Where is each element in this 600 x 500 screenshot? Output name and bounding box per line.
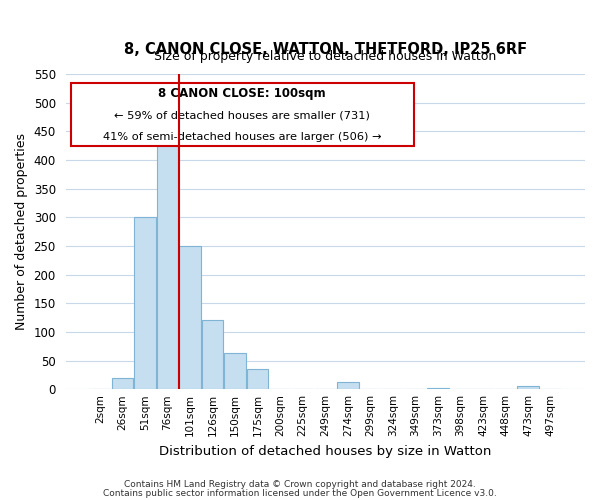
Text: Contains public sector information licensed under the Open Government Licence v3: Contains public sector information licen…	[103, 490, 497, 498]
Bar	[157, 142, 178, 389]
Y-axis label: Number of detached properties: Number of detached properties	[15, 133, 28, 330]
Text: 8 CANON CLOSE: 100sqm: 8 CANON CLOSE: 100sqm	[158, 86, 326, 100]
Bar	[202, 320, 223, 389]
Text: 41% of semi-detached houses are larger (506) →: 41% of semi-detached houses are larger (…	[103, 132, 382, 142]
Text: Size of property relative to detached houses in Watton: Size of property relative to detached ho…	[154, 50, 496, 63]
Title: 8, CANON CLOSE, WATTON, THETFORD, IP25 6RF: 8, CANON CLOSE, WATTON, THETFORD, IP25 6…	[124, 42, 527, 58]
Bar	[427, 388, 449, 389]
Text: ← 59% of detached houses are smaller (731): ← 59% of detached houses are smaller (73…	[114, 110, 370, 120]
Text: Contains HM Land Registry data © Crown copyright and database right 2024.: Contains HM Land Registry data © Crown c…	[124, 480, 476, 489]
Bar	[179, 246, 201, 389]
Bar	[224, 353, 246, 389]
Bar	[337, 382, 359, 389]
FancyBboxPatch shape	[71, 84, 413, 146]
Bar	[247, 369, 268, 389]
Bar	[517, 386, 539, 389]
X-axis label: Distribution of detached houses by size in Watton: Distribution of detached houses by size …	[159, 444, 491, 458]
Bar	[134, 217, 155, 389]
Bar	[112, 378, 133, 389]
